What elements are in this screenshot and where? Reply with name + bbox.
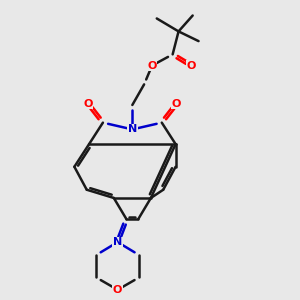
Text: O: O — [113, 285, 122, 295]
Text: O: O — [187, 61, 196, 70]
Text: O: O — [172, 99, 181, 109]
Text: N: N — [113, 237, 122, 247]
Text: O: O — [147, 61, 157, 70]
Text: N: N — [128, 124, 137, 134]
Text: O: O — [83, 99, 93, 109]
